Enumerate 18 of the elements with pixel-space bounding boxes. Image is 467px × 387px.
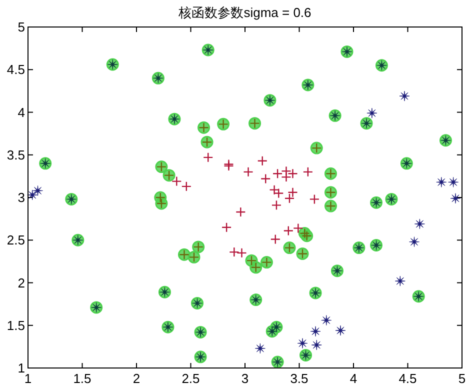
x-tick-label: 3	[241, 371, 249, 386]
chart-title: 核函数参数sigma = 0.6	[178, 5, 312, 20]
y-tick-label: 2.5	[6, 232, 25, 248]
y-tick-label: 3	[18, 190, 25, 205]
x-tick-label: 1.5	[73, 371, 92, 386]
x-tick-label: 4.5	[398, 371, 417, 386]
y-tick-label: 3.5	[6, 147, 25, 162]
y-tick-label: 4.5	[6, 62, 25, 78]
y-tick-label: 5	[18, 20, 25, 34]
y-tick-label: 4	[18, 104, 25, 120]
x-tick-label: 4	[350, 371, 358, 386]
y-tick-label: 2	[18, 275, 25, 290]
x-tick-label: 2	[132, 371, 140, 386]
y-tick-label: 1.5	[6, 318, 25, 333]
x-tick-label: 5	[458, 371, 466, 386]
x-tick-label: 3.5	[290, 371, 308, 386]
x-tick-label: 2.5	[182, 371, 200, 386]
y-tick-label: 1	[18, 360, 25, 376]
